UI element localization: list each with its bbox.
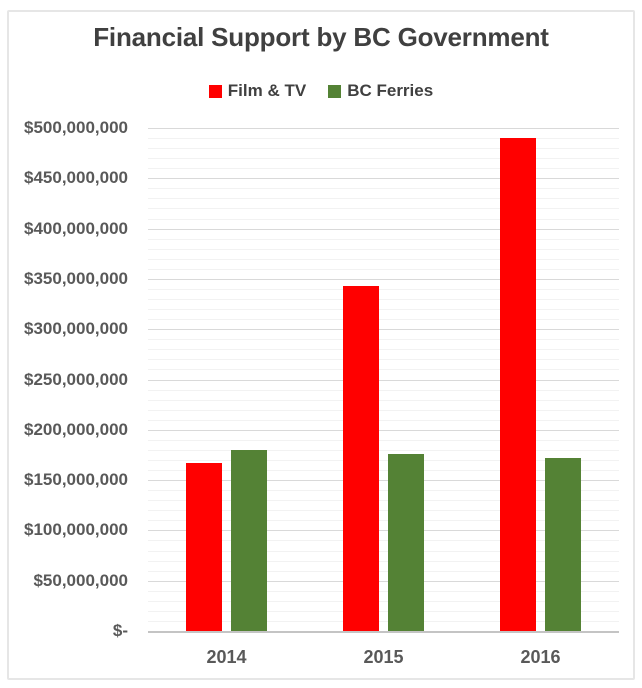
minor-gridline (148, 470, 619, 472)
y-axis-tick-label: $100,000,000 (24, 520, 128, 540)
major-gridline (148, 580, 619, 582)
minor-gridline (148, 359, 619, 361)
minor-gridline (148, 339, 619, 341)
y-axis-tick-label: $300,000,000 (24, 319, 128, 339)
y-axis-tick-label: $50,000,000 (33, 570, 128, 590)
y-axis-tick-label: $500,000,000 (24, 118, 128, 137)
y-axis-tick-label: $200,000,000 (24, 419, 128, 439)
y-axis-tick-label: $250,000,000 (24, 369, 128, 389)
minor-gridline (148, 419, 619, 421)
legend-item-bc-ferries: BC Ferries (328, 81, 433, 101)
minor-gridline (148, 439, 619, 441)
major-gridline (148, 128, 619, 129)
minor-gridline (148, 399, 619, 401)
minor-gridline (148, 620, 619, 622)
minor-gridline (148, 409, 619, 411)
minor-gridline (148, 138, 619, 140)
minor-gridline (148, 449, 619, 451)
major-gridline (148, 278, 619, 280)
minor-gridline (148, 500, 619, 502)
legend: Film & TV BC Ferries (0, 80, 642, 102)
minor-gridline (148, 600, 619, 602)
minor-gridline (148, 520, 619, 522)
minor-gridline (148, 389, 619, 391)
minor-gridline (148, 610, 619, 612)
minor-gridline (148, 540, 619, 542)
major-gridline (148, 228, 619, 230)
bc-ferries-swatch-icon (328, 84, 342, 98)
minor-gridline (148, 268, 619, 270)
minor-gridline (148, 459, 619, 461)
minor-gridline (148, 218, 619, 220)
minor-gridline (148, 188, 619, 190)
minor-gridline (148, 288, 619, 290)
y-axis-tick-label: $150,000,000 (24, 470, 128, 490)
legend-item-film-tv: Film & TV (208, 81, 307, 101)
bar-film-tv-2016 (500, 138, 536, 631)
minor-gridline (148, 158, 619, 160)
bar-bc-ferries-2016 (545, 457, 581, 631)
legend-label-bc-ferries: BC Ferries (347, 81, 434, 100)
minor-gridline (148, 238, 619, 240)
y-axis-tick-label: $- (112, 621, 128, 640)
chart-title: Financial Support by BC Government (93, 22, 549, 52)
major-gridline (148, 530, 619, 532)
major-gridline (148, 429, 619, 431)
x-axis-label: 2015 (363, 647, 404, 667)
major-gridline (148, 178, 619, 180)
y-axis-tick-label: $400,000,000 (24, 218, 128, 238)
minor-gridline (148, 550, 619, 552)
bar-film-tv-2014 (186, 462, 222, 631)
bar-bc-ferries-2015 (388, 453, 424, 631)
minor-gridline (148, 248, 619, 250)
minor-gridline (148, 369, 619, 371)
bar-bc-ferries-2014 (231, 449, 267, 631)
major-gridline (148, 480, 619, 482)
y-axis-tick-label: $350,000,000 (24, 268, 128, 288)
minor-gridline (148, 148, 619, 150)
minor-gridline (148, 299, 619, 301)
minor-gridline (148, 309, 619, 311)
minor-gridline (148, 590, 619, 592)
minor-gridline (148, 319, 619, 321)
minor-gridline (148, 208, 619, 210)
legend-label-film-tv: Film & TV (227, 81, 307, 100)
film-tv-swatch-icon (208, 84, 222, 98)
minor-gridline (148, 349, 619, 351)
x-axis-label: 2014 (206, 647, 247, 667)
minor-gridline (148, 258, 619, 260)
bar-film-tv-2015 (343, 285, 379, 631)
minor-gridline (148, 198, 619, 200)
major-gridline (148, 379, 619, 381)
minor-gridline (148, 490, 619, 492)
x-axis-line (148, 631, 619, 633)
x-axis-label: 2016 (520, 647, 561, 667)
y-axis-tick-label: $450,000,000 (24, 168, 128, 188)
minor-gridline (148, 560, 619, 562)
minor-gridline (148, 510, 619, 512)
minor-gridline (148, 570, 619, 572)
major-gridline (148, 329, 619, 331)
minor-gridline (148, 168, 619, 170)
